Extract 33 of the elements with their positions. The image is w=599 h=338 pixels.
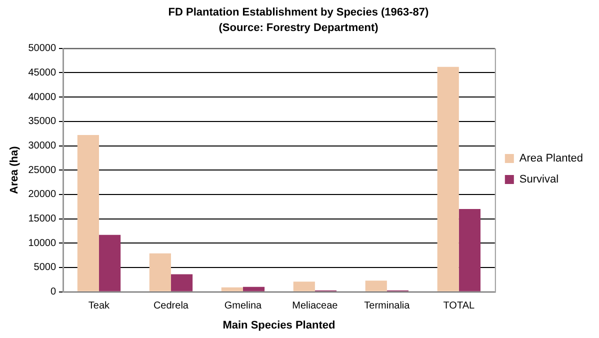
- y-tick-label: 25000: [28, 164, 56, 176]
- x-tick-label: Meliaceae: [292, 300, 338, 312]
- bar: [77, 135, 99, 292]
- y-tick-label: 30000: [28, 140, 56, 152]
- y-axis-title: Area (ha): [8, 146, 21, 194]
- x-tick-label: Gmelina: [224, 300, 262, 312]
- bar: [458, 209, 481, 292]
- x-tick-label: TOTAL: [443, 300, 475, 312]
- bar: [365, 280, 387, 292]
- bar: [242, 286, 265, 292]
- bar: [99, 234, 121, 292]
- x-tick-label: Terminalia: [364, 300, 410, 312]
- legend-label: Area Planted: [519, 152, 584, 165]
- y-tick-label: 50000: [28, 43, 56, 54]
- y-tick-label: 15000: [28, 214, 56, 225]
- bar: [221, 287, 243, 292]
- chart-title: FD Plantation Establishment by Species (1963-87): [168, 6, 430, 19]
- x-tick-label: Cedrela: [153, 300, 189, 312]
- chart-subtitle: (Source: Forestry Department): [218, 22, 379, 34]
- bar: [437, 66, 459, 292]
- y-tick-label: 5000: [34, 262, 56, 274]
- y-tick-label: 10000: [28, 238, 56, 249]
- legend-label: Survival: [519, 174, 559, 186]
- x-axis-title: Main Species Planted: [222, 319, 336, 332]
- y-tick-label: 35000: [28, 116, 56, 128]
- y-tick-label: 20000: [28, 189, 56, 200]
- x-tick-label: Teak: [88, 300, 111, 312]
- bar: [149, 253, 171, 292]
- y-tick-label: 45000: [28, 67, 56, 78]
- bar: [170, 274, 193, 292]
- y-tick-label: 0: [50, 286, 56, 298]
- y-tick-label: 40000: [28, 92, 56, 103]
- bar: [293, 282, 315, 292]
